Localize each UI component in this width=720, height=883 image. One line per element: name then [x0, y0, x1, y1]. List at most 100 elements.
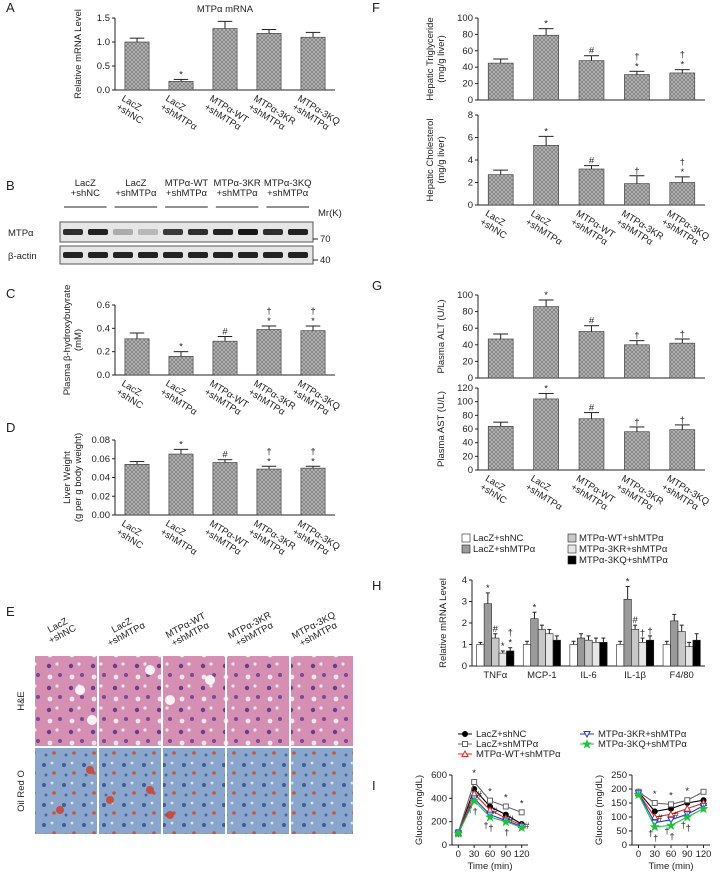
lane-label: LacZ +shMTPα — [115, 178, 157, 199]
x-axis-label: Time (min) — [648, 861, 693, 872]
y-tick-label: 0.0 — [97, 85, 110, 96]
lipid-droplet — [166, 811, 174, 819]
significance-mark: * — [179, 342, 183, 353]
marker — [487, 797, 493, 804]
significance-mark: † * — [680, 157, 685, 178]
chart-title: MTPα mRNA — [197, 4, 254, 15]
y-tick-label: 60 — [462, 323, 473, 334]
row-label: Oil Red O — [16, 770, 27, 812]
legend-label: MTPα-3KQ+shMTPα — [579, 555, 668, 566]
lipid-droplet — [86, 766, 94, 774]
marker — [518, 809, 525, 816]
bar — [669, 72, 696, 101]
oro-image — [291, 748, 353, 834]
legend-label: MTPα-3KR+shMTPα — [579, 544, 668, 555]
bar — [677, 631, 686, 667]
bar — [577, 637, 586, 667]
blot-strip — [59, 245, 314, 265]
marker — [469, 795, 479, 806]
y-tick-label: 6 — [468, 133, 473, 144]
bar — [616, 644, 625, 667]
legend-marker — [462, 741, 468, 747]
bar — [645, 639, 655, 667]
bar — [533, 398, 559, 471]
y-tick-label: 0.06 — [92, 454, 111, 465]
panel-label: F — [372, 0, 380, 15]
significance-mark: * — [520, 798, 524, 809]
y-tick-label: 400 — [431, 793, 447, 804]
x-tick-label: MTPα-WT+shMTPα — [202, 518, 250, 559]
bar — [530, 618, 539, 667]
bar — [491, 637, 500, 667]
y-tick-label: 2 — [468, 178, 473, 189]
x-tick-label: MTPα-3KQ+shMTPα — [659, 473, 711, 516]
y-axis-label: Plasma β-hydroxybutyrate(mM) — [62, 285, 84, 396]
y-axis-label: Hepatic Triglyceride(mg/g liver) — [425, 17, 447, 100]
marker — [684, 797, 691, 804]
y-tick-label: 4 — [468, 155, 473, 166]
bar — [300, 330, 326, 376]
significance-mark: † — [473, 807, 478, 818]
significance-mark: # — [589, 46, 595, 57]
bar — [599, 642, 608, 667]
bar — [483, 603, 492, 667]
row-label: β-actin — [8, 251, 37, 262]
significance-mark: # — [589, 156, 595, 167]
y-tick-label: 0.04 — [92, 473, 111, 484]
x-tick-label: MTPα-3KQ+shMTPα — [290, 93, 342, 136]
y-tick-label: 0.08 — [92, 435, 111, 446]
bar — [623, 599, 632, 667]
legend-marker — [462, 731, 468, 737]
bar — [256, 468, 282, 516]
significance-mark: # — [222, 450, 228, 461]
legend-label: MTPα-WT+shMTPα — [476, 749, 561, 760]
bar — [669, 342, 696, 379]
significance-mark: † — [483, 821, 488, 832]
x-tick-label: 120 — [696, 849, 712, 860]
x-tick-label: 30 — [469, 849, 480, 860]
significance-mark: * — [653, 789, 657, 800]
y-tick-label: 8 — [468, 110, 473, 121]
legend-label: LacZ+shMTPα — [473, 544, 536, 555]
significance-mark: † — [488, 823, 493, 834]
significance-mark: † — [669, 831, 674, 842]
column-label: MTPα-WT+shMTPα — [164, 611, 212, 650]
bar — [506, 650, 515, 667]
y-tick-label: 150 — [611, 798, 627, 809]
blot-band — [263, 252, 283, 258]
bar — [578, 418, 605, 471]
x-tick-label: 60 — [666, 849, 677, 860]
y-tick-label: 80 — [462, 410, 473, 421]
marker — [698, 803, 709, 814]
bar — [212, 462, 238, 516]
lipid-droplet — [106, 796, 114, 804]
bar — [124, 41, 150, 91]
blot-band — [138, 229, 158, 235]
lipid-vacuole — [87, 715, 97, 725]
row-label: H&E — [16, 691, 27, 711]
blot-band — [113, 252, 133, 258]
bar — [256, 33, 282, 91]
blot-band — [88, 229, 108, 235]
oro-image — [35, 748, 97, 834]
lipid-droplet — [56, 806, 64, 814]
y-tick-label: 20 — [462, 79, 473, 90]
significance-mark: * — [533, 602, 537, 613]
legend-label: MTPα-WT+shMTPα — [579, 533, 664, 544]
x-tick-label: LacZ+shNC — [114, 378, 150, 411]
y-tick-label: 120 — [457, 383, 473, 394]
lane-label: LacZ +shNC — [71, 178, 100, 199]
x-tick-label: 120 — [514, 849, 530, 860]
oro-image — [227, 748, 289, 834]
panel-label: B — [6, 178, 15, 193]
marker — [453, 828, 464, 838]
bar — [669, 182, 696, 206]
bar — [552, 639, 561, 667]
legend-label: LacZ+shNC — [476, 729, 527, 740]
legend-swatch — [567, 555, 577, 565]
x-tick-label: F4/80 — [670, 670, 694, 681]
y-axis-label: Relative mRNA Level — [438, 578, 449, 668]
marker — [649, 821, 660, 832]
bar — [584, 639, 593, 667]
blot-band — [138, 252, 158, 258]
